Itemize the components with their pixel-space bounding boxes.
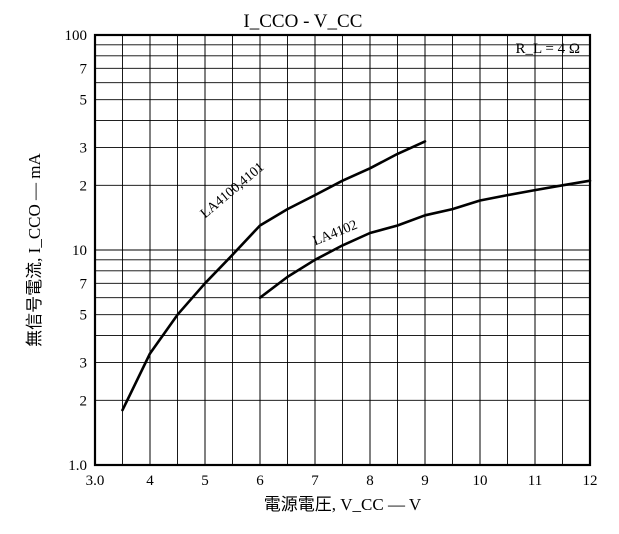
x-tick-label: 7: [311, 473, 319, 489]
y-tick-label: 1.0: [68, 458, 87, 474]
y-tick-label-minor: 7: [80, 61, 88, 77]
chart-bg: [0, 0, 619, 534]
x-tick-label: 4: [146, 473, 154, 489]
x-tick-label: 8: [366, 473, 374, 489]
x-tick-label: 9: [421, 473, 429, 489]
x-tick-label: 10: [473, 473, 488, 489]
x-axis-label: 電源電圧, V_CC — V: [264, 495, 422, 514]
x-tick-label: 5: [201, 473, 209, 489]
y-tick-label-minor: 5: [80, 93, 88, 109]
y-tick-label-minor: 5: [80, 308, 88, 324]
y-tick-label-minor: 3: [80, 140, 88, 156]
y-tick-label-minor: 3: [80, 355, 88, 371]
x-tick-label: 11: [528, 473, 542, 489]
x-tick-label: 3.0: [86, 473, 105, 489]
chart-svg: 3.0 4 5 6 7 8 9 10 11 12 1.0 10 100 2 3 5 7 2 3 5 7 電源電圧, V_C…: [0, 0, 619, 534]
y-axis-label: 無信号電流, I_CCO — mA: [25, 152, 44, 346]
condition-label: R_L = 4 Ω: [516, 41, 580, 57]
chart-title: I_CCO - V_CC: [243, 11, 362, 32]
y-tick-label-minor: 7: [80, 276, 88, 292]
x-tick-label: 12: [583, 473, 598, 489]
y-tick-label-minor: 2: [80, 178, 88, 194]
x-tick-label: 6: [256, 473, 264, 489]
y-tick-label: 100: [65, 28, 88, 44]
y-tick-label-minor: 2: [80, 393, 88, 409]
y-tick-label: 10: [72, 243, 87, 259]
